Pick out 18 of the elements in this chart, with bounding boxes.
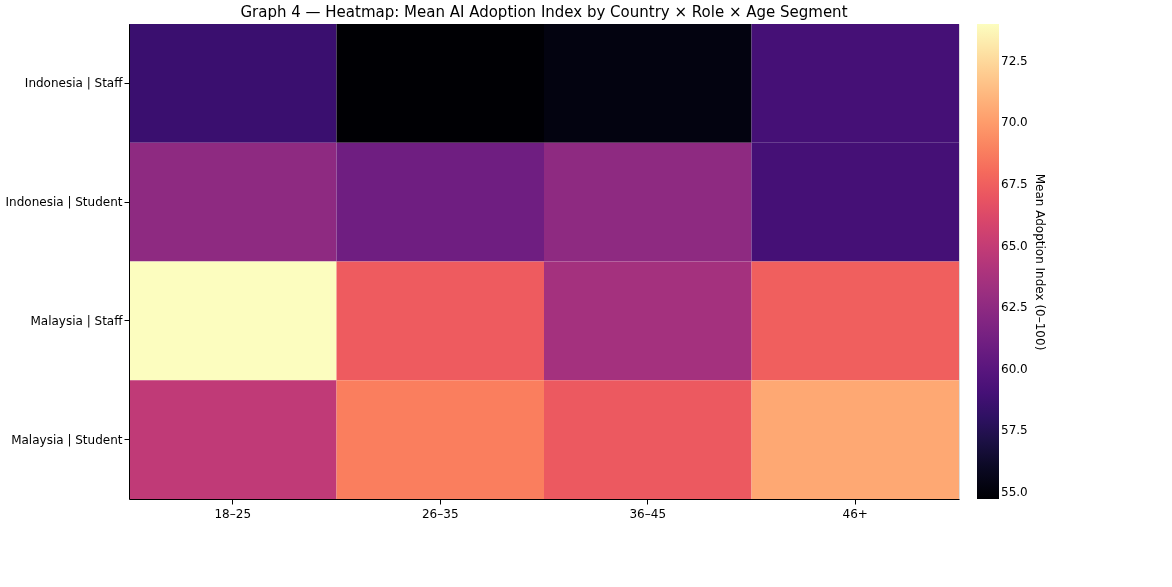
y-tick-label: Indonesia | Student <box>5 195 123 210</box>
x-tick-label: 46+ <box>842 506 868 521</box>
color-bar-label: 55.0 <box>1001 484 1028 499</box>
x-tick-label: 18–25 <box>214 506 252 521</box>
color-bar-label: 57.5 <box>1001 423 1028 438</box>
color-bar-label: 65.0 <box>1001 238 1028 253</box>
y-tick-label: Indonesia | Staff <box>24 76 124 91</box>
y-tick-label: Malaysia | Staff <box>30 313 124 328</box>
chart-title: Graph 4 — Heatmap: Mean AI Adoption Index by Country × Role × Age Segment <box>240 3 848 21</box>
x-tick-label: 26–35 <box>421 506 459 521</box>
color-bar-title: Mean Adoption Index (0–100) <box>1033 173 1047 351</box>
color-bar-label: 62.5 <box>1001 300 1028 315</box>
color-bar-label: 72.5 <box>1001 53 1028 68</box>
color-bar-label: 70.0 <box>1001 115 1028 130</box>
color-bar-label: 67.5 <box>1001 176 1028 191</box>
y-tick-label: Malaysia | Student <box>11 432 123 447</box>
x-tick-label: 36–45 <box>629 506 667 521</box>
color-bar-label: 60.0 <box>1001 361 1028 376</box>
